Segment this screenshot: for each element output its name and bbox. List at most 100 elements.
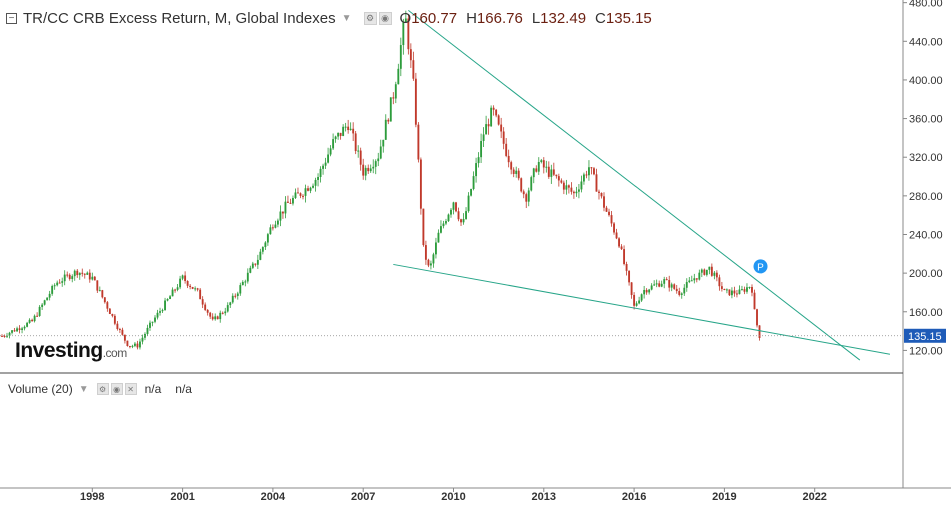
candle-body [304, 188, 307, 196]
collapse-icon[interactable]: − [6, 12, 17, 24]
candle-body [136, 343, 139, 348]
candle-body [128, 346, 131, 348]
candle-body [219, 312, 222, 320]
candle-body [146, 327, 149, 334]
candle-body [21, 328, 24, 330]
candle-body [665, 279, 668, 281]
candle-body [720, 286, 723, 289]
candle-body [394, 84, 397, 99]
candle-body [294, 192, 297, 199]
candle-body [482, 134, 485, 141]
candle-body [610, 215, 613, 224]
candle-body [382, 139, 385, 147]
candle-body [141, 337, 144, 342]
candle-body [733, 290, 736, 294]
candle-body [98, 290, 101, 292]
eye-icon[interactable]: ◉ [110, 383, 123, 395]
candle-body [435, 242, 437, 255]
candle-body [179, 278, 182, 288]
candle-body [8, 332, 11, 336]
chart-title: TR/CC CRB Excess Return, M, Global Index… [23, 9, 336, 27]
volume-value-2: n/a [175, 382, 192, 396]
candle-body [404, 18, 407, 23]
candle-body [643, 289, 646, 295]
y-tick-label: 240.00 [909, 229, 943, 241]
candle-body [582, 174, 585, 182]
candle-body [625, 263, 628, 271]
candle-body [525, 194, 528, 202]
candle-body [598, 191, 600, 193]
candle-body [670, 284, 673, 288]
p-marker-label: P [757, 262, 764, 273]
candle-body [683, 287, 686, 294]
candle-body [314, 179, 317, 186]
y-tick-label: 480.00 [909, 0, 943, 10]
candle-body [121, 329, 124, 335]
candle-body [56, 282, 59, 286]
candle-body [708, 266, 711, 270]
close-value: 135.15 [605, 9, 652, 27]
candle-body [460, 219, 462, 223]
candle-body [462, 218, 465, 223]
candle-body [545, 166, 548, 168]
candle-body [472, 176, 475, 190]
candle-body [357, 150, 360, 152]
candle-body [500, 124, 503, 132]
y-tick-label: 320.00 [909, 152, 943, 164]
candle-body [387, 119, 390, 122]
candle-body [705, 269, 708, 275]
candle-body [728, 289, 731, 296]
close-icon[interactable]: ✕ [124, 383, 137, 395]
candle-body [274, 224, 277, 228]
candle-body [555, 174, 558, 177]
candle-body [164, 300, 166, 311]
candle-body [281, 211, 284, 214]
candle-body [532, 168, 535, 178]
high-value: 166.76 [476, 9, 523, 27]
chevron-down-icon[interactable]: ▼ [341, 12, 352, 24]
candle-body [409, 49, 412, 61]
candle-body [593, 168, 595, 175]
candle-body [43, 300, 46, 305]
candle-body [96, 280, 99, 291]
candle-body [620, 246, 623, 250]
candle-body [3, 335, 6, 337]
last-price-tag [904, 328, 946, 343]
candle-body [510, 162, 513, 170]
candle-body [309, 187, 312, 191]
candle-body [171, 289, 174, 297]
chevron-down-icon[interactable]: ▼ [78, 383, 89, 395]
candle-body [718, 277, 721, 287]
settings-icon[interactable]: ⚙ [96, 383, 109, 395]
candle-body [91, 276, 94, 280]
candle-body [28, 319, 31, 323]
candle-body [216, 316, 219, 320]
candle-body [271, 227, 274, 229]
candle-body [723, 288, 726, 291]
candle-body [312, 185, 314, 188]
y-tick-label: 280.00 [909, 191, 943, 203]
candle-body [397, 68, 400, 85]
candle-body [261, 247, 264, 252]
candle-body [279, 211, 282, 221]
candle-body [189, 285, 192, 288]
candle-body [588, 167, 590, 176]
candle-body [342, 126, 345, 136]
candle-body [224, 311, 227, 314]
candle-body [26, 322, 29, 327]
eye-icon[interactable]: ◉ [378, 11, 392, 25]
candle-body [48, 293, 51, 298]
low-value: 132.49 [540, 9, 587, 27]
candle-body [307, 188, 309, 191]
candle-body [673, 284, 676, 289]
candle-body [369, 168, 372, 172]
candle-body [229, 302, 232, 306]
candle-body [33, 315, 36, 322]
candle-body [738, 289, 741, 295]
candle-body [284, 201, 287, 214]
settings-icon[interactable]: ⚙ [363, 11, 377, 25]
candle-body [339, 132, 342, 136]
candle-body [154, 317, 156, 322]
candle-body [181, 275, 184, 279]
